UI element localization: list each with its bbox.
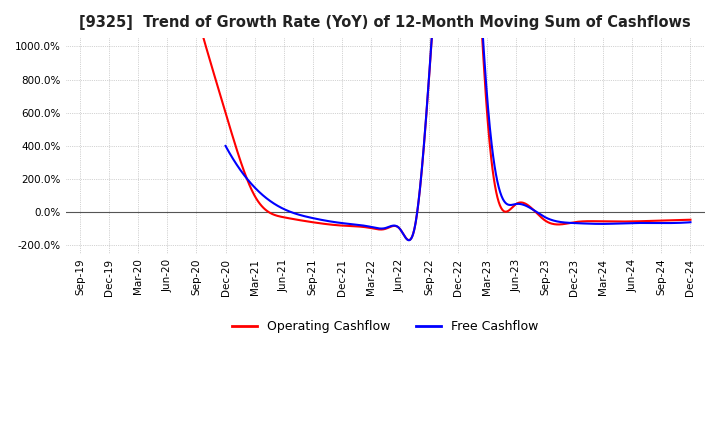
- Title: [9325]  Trend of Growth Rate (YoY) of 12-Month Moving Sum of Cashflows: [9325] Trend of Growth Rate (YoY) of 12-…: [79, 15, 691, 30]
- Legend: Operating Cashflow, Free Cashflow: Operating Cashflow, Free Cashflow: [228, 315, 544, 338]
